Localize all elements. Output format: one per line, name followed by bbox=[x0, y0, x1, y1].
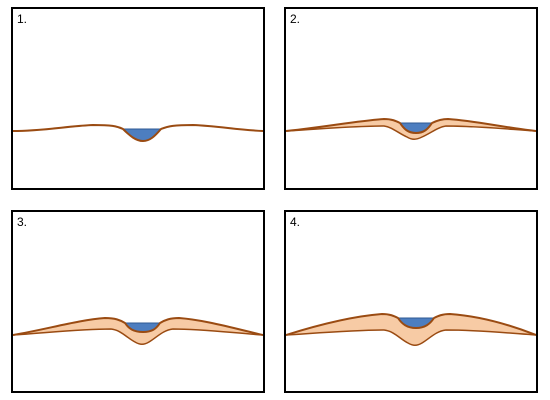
levee-surface bbox=[286, 117, 536, 135]
original-ground-line bbox=[286, 125, 536, 140]
levee-deposit bbox=[286, 314, 536, 346]
panel-3: 3. bbox=[11, 210, 265, 393]
ground-surface bbox=[13, 123, 263, 143]
panel-number-label: 1. bbox=[17, 12, 28, 26]
cross-section-diagram bbox=[286, 312, 536, 346]
panel-4: 4. bbox=[284, 210, 538, 393]
levee-surface bbox=[13, 316, 263, 336]
panel-number-label: 4. bbox=[290, 215, 301, 229]
levee-surface bbox=[286, 312, 536, 336]
cross-section-diagram bbox=[286, 117, 536, 140]
panel-2: 2. bbox=[284, 7, 538, 190]
cross-section-diagram bbox=[13, 316, 263, 345]
original-ground-line bbox=[286, 329, 536, 346]
original-ground-line bbox=[13, 328, 263, 345]
cross-section-diagram bbox=[13, 123, 263, 143]
panel-number-label: 2. bbox=[290, 12, 301, 26]
panel-1: 1. bbox=[11, 7, 265, 190]
panel-number-label: 3. bbox=[17, 215, 28, 229]
